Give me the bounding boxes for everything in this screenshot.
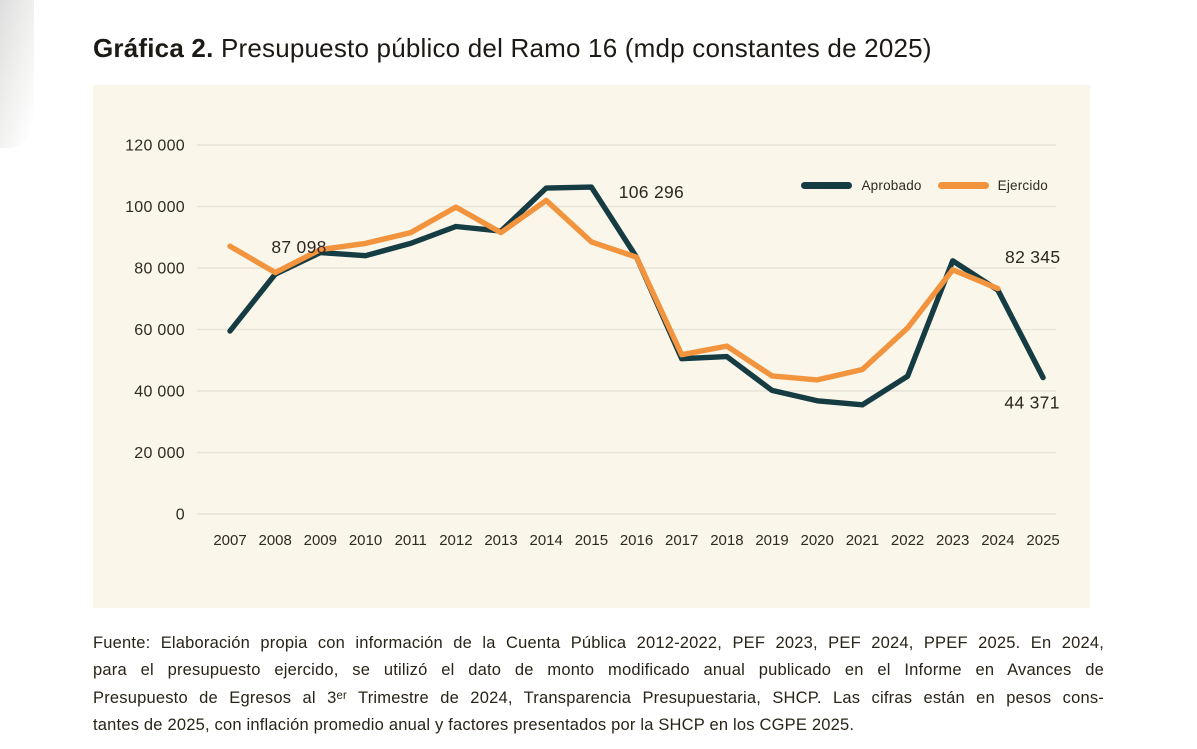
chart-legend: Aprobado Ejercido: [801, 177, 1048, 193]
page-edge-artifact: [0, 0, 34, 148]
legend-item-aprobado: Aprobado: [801, 178, 921, 193]
legend-label-ejercido: Ejercido: [997, 177, 1048, 193]
x-tick-label: 2025: [1026, 532, 1059, 549]
legend-swatch-aprobado-icon: [801, 181, 853, 189]
legend-swatch-ejercido-icon: [937, 181, 989, 189]
y-tick-label: 60 000: [134, 322, 185, 339]
line-chart: 0 20 000 40 000 60 000 80 000 100 000 120 000 2…: [125, 138, 1060, 550]
legend-item-ejercido: Ejercido: [937, 177, 1048, 193]
x-tick-label: 2018: [710, 532, 743, 549]
x-tick-label: 2024: [981, 532, 1014, 549]
x-tick-label: 2009: [304, 532, 337, 549]
x-tick-label: 2008: [259, 532, 292, 549]
source-line: tantes de 2025, con inflación promedio a…: [93, 716, 855, 735]
chart-panel: 0 20 000 40 000 60 000 80 000 100 000 120 000 2…: [93, 85, 1090, 608]
x-tick-label: 2022: [891, 532, 924, 549]
series-line-ejercido: [227, 197, 1001, 383]
data-label-2015: 106 296: [619, 182, 684, 202]
x-tick-label: 2021: [846, 532, 879, 549]
y-tick-label: 40 000: [134, 384, 185, 401]
x-tick-label: 2023: [936, 532, 969, 549]
x-tick-label: 2011: [395, 532, 427, 549]
x-tick-label: 2012: [439, 532, 472, 549]
x-tick-label: 2017: [665, 532, 698, 549]
page-title-number: Gráfica 2.: [93, 33, 214, 63]
source-line: para el presupuesto ejercido, se utilizó…: [93, 661, 1104, 680]
x-tick-label: 2015: [575, 532, 608, 549]
source-line: Presupuesto de Egresos al 3ᵉʳ Trimestre …: [93, 688, 1104, 707]
y-tick-label: 0: [176, 507, 185, 524]
x-tick-label: 2014: [530, 532, 563, 549]
x-tick-label: 2013: [484, 532, 517, 549]
y-tick-label: 80 000: [134, 261, 185, 278]
data-label-2007: 87 098: [271, 237, 326, 257]
x-tick-label: 2020: [801, 532, 834, 549]
x-tick-label: 2010: [349, 532, 382, 549]
data-label-2025: 44 371: [1004, 393, 1059, 413]
source-note: Fuente: Elaboración propia con informaci…: [93, 630, 1104, 740]
y-tick-label: 120 000: [125, 138, 185, 155]
legend-label-aprobado: Aprobado: [861, 177, 922, 193]
x-tick-label: 2007: [213, 532, 246, 549]
source-line: Fuente: Elaboración propia con informaci…: [93, 634, 1104, 652]
series-line-aprobado: [227, 184, 1046, 408]
page-title-text: Presupuesto público del Ramo 16 (mdp con…: [213, 33, 932, 63]
y-tick-label: 20 000: [134, 445, 185, 462]
data-label-2023: 82 345: [1005, 247, 1060, 267]
page-title: Gráfica 2. Presupuesto público del Ramo …: [93, 31, 1133, 65]
x-tick-label: 2016: [620, 532, 653, 549]
x-tick-label: 2019: [755, 532, 788, 549]
y-tick-label: 100 000: [125, 199, 185, 216]
